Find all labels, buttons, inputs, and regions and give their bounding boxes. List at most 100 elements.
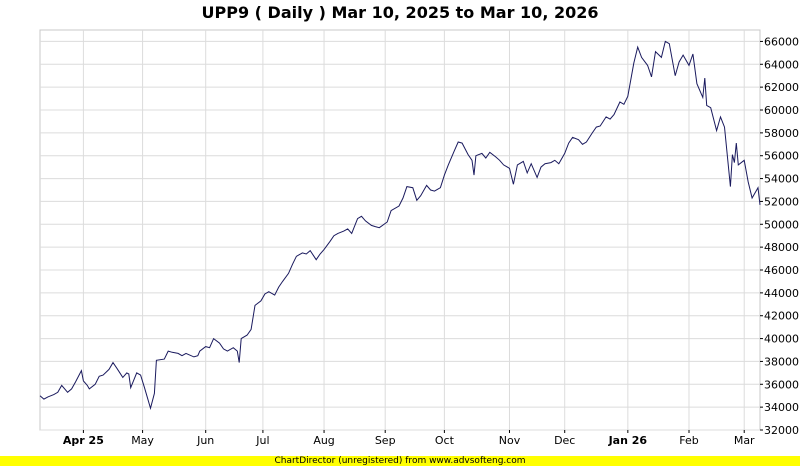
- data-point: [260, 300, 262, 302]
- data-point: [57, 391, 59, 393]
- data-point: [66, 391, 68, 393]
- data-point: [88, 388, 90, 390]
- data-point: [238, 361, 240, 363]
- data-point: [323, 248, 325, 250]
- data-point: [80, 369, 82, 371]
- data-point: [660, 56, 662, 58]
- data-point: [568, 142, 570, 144]
- data-point: [374, 225, 376, 227]
- data-point: [226, 350, 228, 352]
- data-point: [595, 126, 597, 128]
- data-point: [301, 252, 303, 254]
- data-point: [86, 384, 88, 386]
- x-tick-label: Feb: [679, 434, 698, 447]
- y-tick-label: 32000: [764, 424, 799, 437]
- data-point: [309, 249, 311, 251]
- data-point: [163, 358, 165, 360]
- plot-area: [39, 29, 761, 431]
- data-point: [475, 155, 477, 157]
- data-point: [402, 197, 404, 199]
- data-point: [502, 164, 504, 166]
- data-point: [47, 396, 49, 398]
- x-tick-label: Jun: [196, 434, 214, 447]
- data-point: [181, 355, 183, 357]
- data-point: [508, 167, 510, 169]
- data-point: [637, 46, 639, 48]
- data-point: [439, 187, 441, 189]
- x-tick-label: Oct: [435, 434, 455, 447]
- y-tick-label: 40000: [764, 333, 799, 346]
- data-point: [122, 376, 124, 378]
- data-point: [43, 398, 45, 400]
- data-point: [420, 195, 422, 197]
- data-point: [682, 54, 684, 56]
- data-point: [205, 345, 207, 347]
- data-point: [723, 126, 725, 128]
- data-point: [130, 387, 132, 389]
- data-point: [116, 367, 118, 369]
- data-point: [706, 104, 708, 106]
- data-point: [558, 163, 560, 165]
- data-point: [240, 337, 242, 339]
- y-tick-label: 58000: [764, 127, 799, 140]
- data-point: [640, 56, 642, 58]
- y-tick-label: 48000: [764, 241, 799, 254]
- data-point: [98, 375, 100, 377]
- x-tick-label: Aug: [313, 434, 334, 447]
- data-point: [710, 107, 712, 109]
- data-point: [278, 286, 280, 288]
- data-point: [39, 395, 41, 397]
- data-point: [719, 116, 721, 118]
- data-point: [433, 190, 435, 192]
- chart-title: UPP9 ( Daily ) Mar 10, 2025 to Mar 10, 2…: [201, 3, 599, 22]
- data-point: [291, 263, 293, 265]
- data-point: [53, 393, 55, 395]
- data-point: [212, 337, 214, 339]
- data-point: [351, 232, 353, 234]
- data-point: [715, 129, 717, 131]
- y-tick-label: 50000: [764, 218, 799, 231]
- data-point: [605, 116, 607, 118]
- data-point: [704, 77, 706, 79]
- data-point: [674, 75, 676, 77]
- x-tick-label: Apr 25: [63, 434, 104, 447]
- data-point: [218, 342, 220, 344]
- data-point: [416, 199, 418, 201]
- data-point: [155, 359, 157, 361]
- y-tick-label: 46000: [764, 264, 799, 277]
- y-tick-label: 60000: [764, 104, 799, 117]
- data-point: [489, 151, 491, 153]
- data-point: [733, 161, 735, 163]
- data-point: [274, 294, 276, 296]
- data-point: [678, 61, 680, 63]
- data-point: [70, 388, 72, 390]
- data-point: [398, 205, 400, 207]
- data-point: [153, 392, 155, 394]
- x-tick-label: May: [131, 434, 154, 447]
- y-tick-label: 44000: [764, 287, 799, 300]
- data-point: [171, 351, 173, 353]
- data-point: [102, 374, 104, 376]
- data-point: [664, 40, 666, 42]
- data-point: [495, 156, 497, 158]
- data-point: [471, 159, 473, 161]
- data-point: [337, 232, 339, 234]
- data-point: [759, 204, 761, 206]
- data-point: [370, 224, 372, 226]
- x-tick-label: Dec: [554, 434, 575, 447]
- data-point: [613, 113, 615, 115]
- data-point: [128, 373, 130, 375]
- data-point: [599, 125, 601, 127]
- data-point: [526, 172, 528, 174]
- data-point: [467, 153, 469, 155]
- data-point: [264, 293, 266, 295]
- data-point: [481, 152, 483, 154]
- data-point: [360, 215, 362, 217]
- y-tick-label: 54000: [764, 173, 799, 186]
- data-point: [356, 217, 358, 219]
- x-tick-label: Nov: [499, 434, 521, 447]
- data-point: [319, 253, 321, 255]
- line-chart: 32000 34000 36000 38000 40000 42000 44000 46000…: [39, 29, 799, 447]
- y-tick-label: 34000: [764, 401, 799, 414]
- data-point: [619, 101, 621, 103]
